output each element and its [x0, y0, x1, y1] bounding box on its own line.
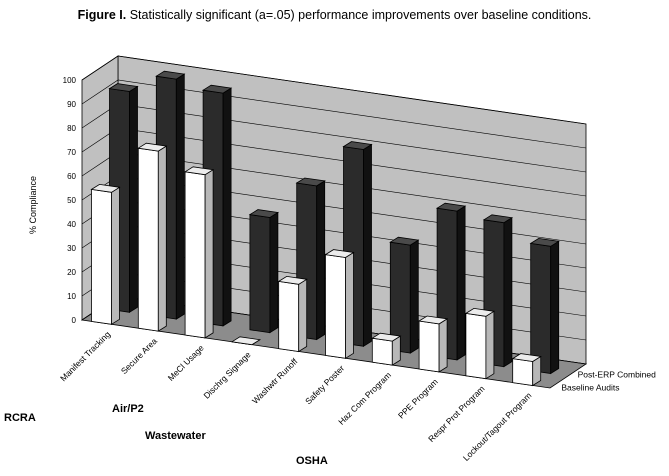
- y-tick-label: 50: [67, 196, 76, 205]
- category-label: Respr Prot Program: [426, 384, 487, 445]
- y-tick-label: 20: [67, 268, 76, 277]
- y-tick-label: 10: [67, 292, 76, 301]
- figure-title: Figure I. Statistically significant (a=.…: [0, 8, 669, 22]
- bar-post-erp-9: [529, 237, 560, 375]
- y-tick-label: 40: [67, 220, 76, 229]
- bar-baseline-4: [277, 275, 308, 353]
- bar-baseline-6: [371, 332, 402, 366]
- category-label: PPE Program: [396, 377, 440, 421]
- gridline: [81, 55, 587, 125]
- bar-baseline-8: [464, 307, 496, 380]
- bar-baseline-2: [183, 166, 215, 339]
- y-tick-label: 30: [67, 244, 76, 253]
- group-label-osha: OSHA: [296, 455, 328, 467]
- group-label-air-p2: Air/P2: [112, 403, 144, 415]
- bar-baseline-3: [230, 336, 262, 346]
- y-tick-label: 100: [63, 76, 77, 85]
- y-tick-label: 90: [67, 100, 76, 109]
- group-label-rcra: RCRA: [4, 412, 36, 424]
- category-label: Haz Com Program: [336, 370, 393, 427]
- figure-label: Figure I.: [77, 8, 127, 22]
- bar-baseline-0: [90, 183, 121, 326]
- y-axis-label: % Compliance: [28, 176, 38, 234]
- bar-baseline-9: [511, 353, 542, 387]
- figure-caption: Statistically significant (a=.05) perfor…: [129, 8, 592, 22]
- series-label-baseline: Baseline Audits: [561, 382, 619, 392]
- y-tick-label: 60: [67, 172, 76, 181]
- bar-post-erp-3: [248, 209, 280, 334]
- category-label: Dischrg Signage: [201, 349, 252, 400]
- category-label: Washwtr Runoff: [250, 356, 300, 406]
- gridline: [81, 79, 587, 149]
- category-label: MeCl Usage: [166, 343, 206, 383]
- bar-baseline-5: [324, 249, 355, 360]
- series-label-post-erp: Post-ERP Combined: [578, 370, 657, 380]
- bar-post-erp-6: [389, 236, 420, 354]
- category-label: Manifest Tracking: [58, 329, 112, 383]
- y-tick-label: 80: [67, 124, 76, 133]
- bar-baseline-1: [137, 142, 168, 332]
- category-label: Secure Area: [119, 336, 159, 376]
- group-label-wastewater: Wastewater: [145, 430, 206, 442]
- y-tick-label: 70: [67, 148, 76, 157]
- bar-baseline-7: [417, 315, 449, 373]
- y-tick-label: 0: [72, 316, 77, 325]
- category-label: Safety Poster: [303, 363, 346, 406]
